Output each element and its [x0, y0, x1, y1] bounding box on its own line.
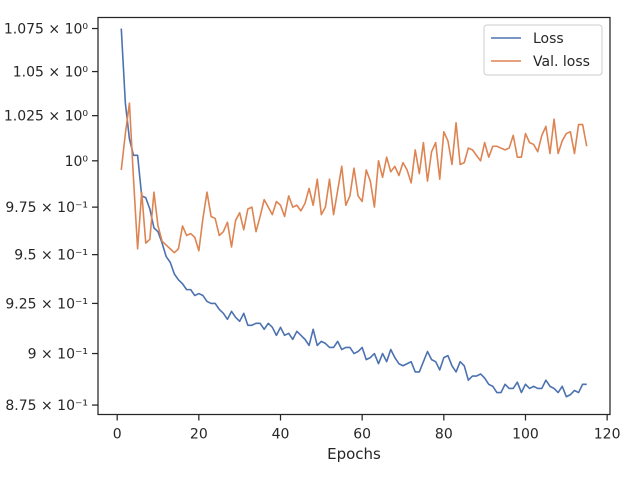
x-tick-label: 40	[272, 427, 290, 443]
x-tick-label: 120	[594, 427, 621, 443]
y-tick-label: 1.025 × 10⁰	[4, 109, 89, 125]
series-line-val-loss	[120, 102, 588, 254]
y-tick-label: 9.25 × 10⁻¹	[5, 296, 88, 312]
y-tick-label: 9.75 × 10⁻¹	[5, 200, 88, 216]
y-tick-label: 1.05 × 10⁰	[13, 65, 89, 81]
legend-label-loss: Loss	[533, 31, 564, 47]
x-tick-label: 0	[113, 427, 122, 443]
y-axis-ticks: 8.75 × 10⁻¹ 9 × 10⁻¹ 9.25 × 10⁻¹ 9.5 × 10⁻¹…	[4, 22, 98, 414]
y-tick-label: 8.75 × 10⁻¹	[5, 398, 88, 414]
x-axis-ticks: 0 20 40 60 80 100 120	[113, 414, 621, 443]
x-tick-label: 100	[512, 427, 539, 443]
series-layer	[120, 28, 588, 398]
x-tick-label: 20	[190, 427, 208, 443]
y-tick-label: 9 × 10⁻¹	[28, 347, 88, 363]
y-tick-label: 9.5 × 10⁻¹	[14, 248, 88, 264]
y-tick-label: 10⁰	[65, 154, 89, 170]
series-line-loss	[120, 28, 587, 398]
legend-label-val-loss: Val. loss	[533, 54, 590, 70]
plot-frame	[97, 16, 611, 416]
x-tick-label: 60	[353, 427, 371, 443]
x-axis-label: Epochs	[327, 445, 381, 463]
legend: Loss Val. loss	[483, 24, 603, 76]
x-tick-label: 80	[435, 427, 453, 443]
y-tick-label: 1.075 × 10⁰	[4, 22, 89, 38]
